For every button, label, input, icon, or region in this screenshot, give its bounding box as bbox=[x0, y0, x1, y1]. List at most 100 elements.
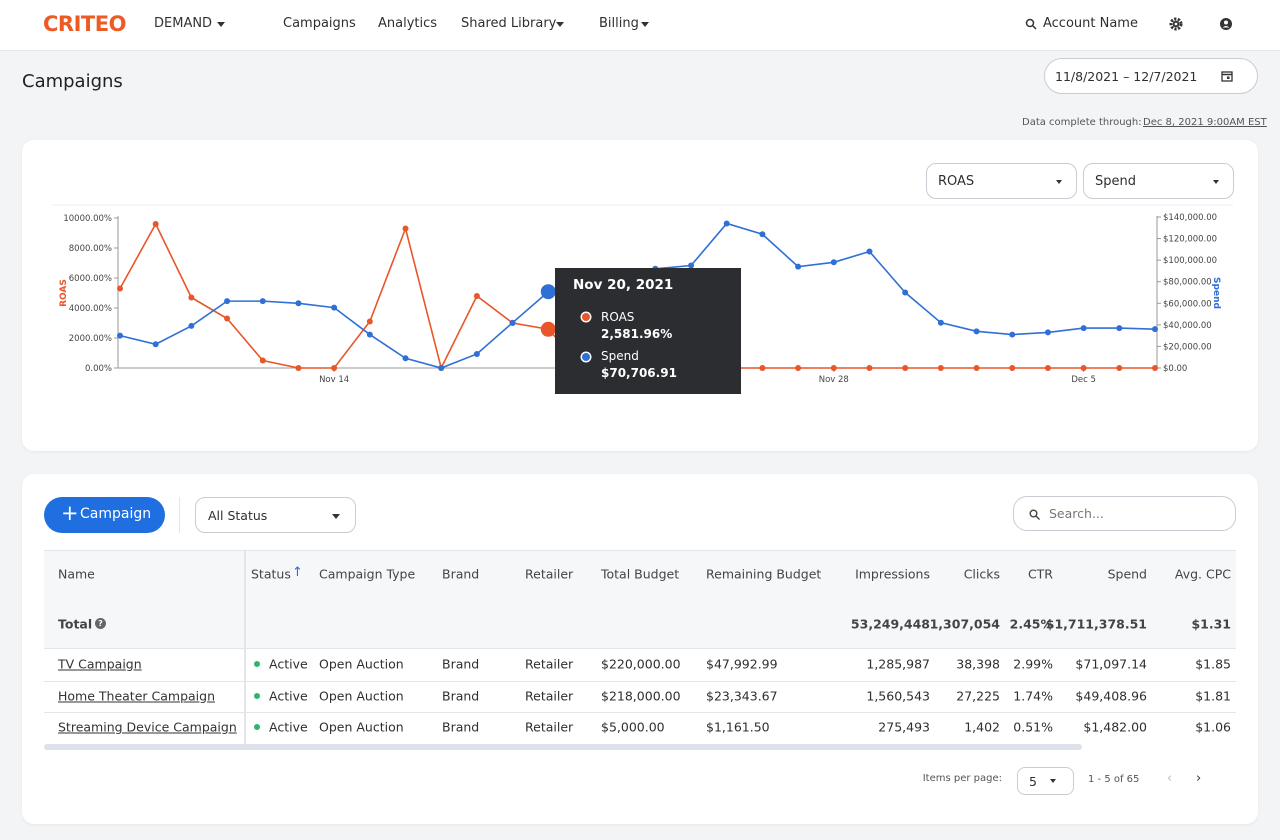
total-cell: 53,249,448 bbox=[851, 617, 930, 632]
y2-tick-label: $100,000.00 bbox=[1163, 256, 1217, 266]
column-header[interactable]: Spend bbox=[1108, 567, 1147, 582]
table-cell: Retailer bbox=[525, 720, 573, 735]
row-rule bbox=[44, 712, 1236, 713]
metric-select[interactable]: Spend bbox=[1083, 163, 1234, 199]
table-cell: $49,408.96 bbox=[1075, 688, 1147, 703]
account-icon[interactable] bbox=[1219, 17, 1233, 31]
filter-value: All Status bbox=[208, 508, 267, 523]
data-point bbox=[224, 316, 230, 322]
scrollbar[interactable] bbox=[44, 744, 1082, 750]
y2-tick-label: $0.00 bbox=[1163, 364, 1187, 374]
status-cell: Active bbox=[269, 720, 308, 735]
campaign-link[interactable]: TV Campaign bbox=[58, 657, 142, 672]
column-header[interactable]: Brand bbox=[442, 567, 479, 582]
table-cell: 2.99% bbox=[1013, 657, 1053, 672]
nav-link[interactable]: Shared Library bbox=[461, 16, 556, 31]
data-point bbox=[831, 259, 837, 265]
divider bbox=[179, 497, 180, 533]
nav-link[interactable]: Billing bbox=[599, 16, 639, 31]
data-point bbox=[1045, 365, 1051, 371]
campaign-link[interactable]: Home Theater Campaign bbox=[58, 688, 215, 703]
column-header[interactable]: Clicks bbox=[964, 567, 1000, 582]
prev-page[interactable]: ‹ bbox=[1167, 771, 1172, 786]
table-cell: 1,560,543 bbox=[866, 688, 930, 703]
table-cell: 27,225 bbox=[956, 688, 1000, 703]
data-point bbox=[866, 249, 872, 255]
data-point bbox=[795, 264, 801, 270]
data-point bbox=[117, 286, 123, 292]
campaign-link[interactable]: Streaming Device Campaign bbox=[58, 720, 237, 735]
settings-icon[interactable] bbox=[1169, 17, 1183, 31]
column-header[interactable]: Impressions bbox=[855, 567, 930, 582]
data-point bbox=[474, 293, 480, 299]
column-header[interactable]: Retailer bbox=[525, 567, 573, 582]
y-tick-label: 8000.00% bbox=[69, 244, 112, 254]
column-header[interactable]: Total Budget bbox=[601, 567, 679, 582]
table-cell: $1,161.50 bbox=[706, 720, 770, 735]
data-point bbox=[831, 365, 837, 371]
data-point bbox=[510, 320, 516, 326]
x-tick-label: Nov 14 bbox=[319, 375, 349, 385]
data-point bbox=[367, 332, 373, 338]
account-name[interactable]: Account Name bbox=[1043, 16, 1138, 31]
caret bbox=[556, 22, 564, 27]
x-tick-label: Dec 5 bbox=[1071, 375, 1096, 385]
y2-tick-label: $120,000.00 bbox=[1163, 235, 1217, 245]
date-picker[interactable]: 11/8/2021 – 12/7/2021 bbox=[1044, 58, 1258, 94]
tooltip-swatch bbox=[582, 353, 590, 361]
data-point bbox=[1045, 329, 1051, 335]
y-tick-label: 6000.00% bbox=[69, 274, 112, 284]
table-cell: $220,000.00 bbox=[601, 657, 681, 672]
data-point bbox=[902, 365, 908, 371]
menu-dropdown[interactable]: DEMAND bbox=[154, 16, 212, 31]
next-page[interactable]: › bbox=[1196, 771, 1201, 786]
sort-arrow[interactable]: ↑ bbox=[292, 565, 303, 580]
calendar-icon bbox=[1221, 70, 1233, 82]
data-point bbox=[866, 365, 872, 371]
table-cell: Retailer bbox=[525, 688, 573, 703]
add-campaign-button[interactable]: + Campaign bbox=[44, 497, 165, 533]
y2-axis-label: Spend bbox=[1211, 277, 1221, 309]
data-point bbox=[331, 365, 337, 371]
y2-tick-label: $40,000.00 bbox=[1163, 321, 1212, 331]
column-header[interactable]: CTR bbox=[1028, 567, 1053, 582]
column-header[interactable]: Name bbox=[58, 567, 95, 582]
data-point bbox=[1009, 332, 1015, 338]
table-card: + Campaign All Status Search... Items pe… bbox=[22, 474, 1258, 824]
help-icon[interactable]: ? bbox=[95, 618, 106, 629]
data-point bbox=[260, 298, 266, 304]
items-per-page-label: Items per page: bbox=[22, 773, 1002, 784]
data-complete-date[interactable]: Dec 8, 2021 9:00AM EST bbox=[1143, 117, 1267, 128]
column-header[interactable]: Avg. CPC bbox=[1175, 567, 1231, 582]
x-tick-label: Nov 28 bbox=[819, 375, 849, 385]
tooltip-value: $70,706.91 bbox=[601, 366, 677, 380]
table-cell: Brand bbox=[442, 688, 479, 703]
status-filter[interactable]: All Status bbox=[195, 497, 356, 533]
data-point bbox=[1152, 326, 1158, 332]
column-header[interactable]: Status bbox=[251, 567, 291, 582]
data-point bbox=[1081, 365, 1087, 371]
column-header[interactable]: Campaign Type bbox=[319, 567, 415, 582]
data-point bbox=[541, 284, 556, 299]
search-box[interactable]: Search... bbox=[1013, 496, 1236, 531]
nav-link[interactable]: Campaigns bbox=[283, 16, 356, 31]
nav-link[interactable]: Analytics bbox=[378, 16, 437, 31]
logo[interactable]: CRITEO bbox=[43, 12, 126, 36]
metric-select[interactable]: ROAS bbox=[926, 163, 1077, 199]
metric-value: ROAS bbox=[938, 174, 974, 189]
top-bar: CRITEO DEMAND Campaigns Analytics Shared… bbox=[0, 0, 1280, 51]
status-dot bbox=[254, 693, 260, 699]
total-cell: $1.31 bbox=[1191, 617, 1231, 632]
table-cell: $71,097.14 bbox=[1075, 657, 1147, 672]
table-cell: 1,285,987 bbox=[866, 657, 930, 672]
y2-tick-label: $140,000.00 bbox=[1163, 213, 1217, 223]
column-header[interactable]: Remaining Budget bbox=[706, 567, 821, 582]
tooltip-value: 2,581.96% bbox=[601, 327, 672, 341]
y2-tick-label: $60,000.00 bbox=[1163, 299, 1212, 309]
tooltip-series: Spend bbox=[601, 349, 639, 363]
data-point bbox=[403, 226, 409, 232]
per-page-select[interactable]: 5 bbox=[1017, 767, 1074, 795]
data-point bbox=[153, 221, 159, 227]
data-point bbox=[724, 220, 730, 226]
metric-value: Spend bbox=[1095, 174, 1136, 189]
